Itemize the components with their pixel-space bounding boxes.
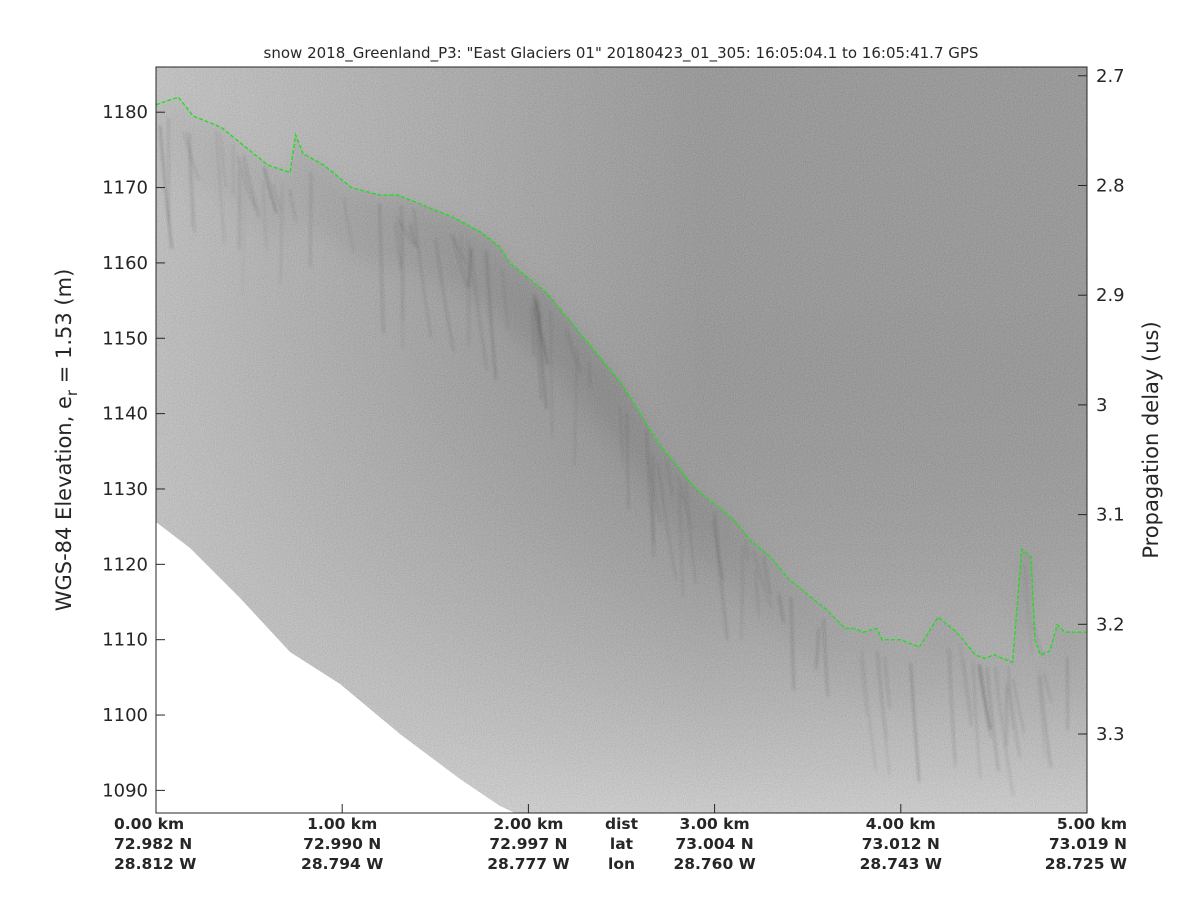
bottom-lon-value: 28.812 W — [114, 855, 196, 873]
y-tick-label: 1120 — [102, 554, 148, 575]
y2-axis-label: Propagation delay (us) — [1139, 321, 1163, 558]
y-tick-label: 1160 — [102, 253, 148, 274]
y-tick-label: 1170 — [102, 178, 148, 199]
bottom-dist-value: 1.00 km — [307, 815, 377, 833]
plot-frame — [155, 66, 1088, 814]
y-tick-label: 1100 — [102, 705, 148, 726]
bottom-axis — [155, 804, 1088, 813]
y2-tick-label: 2.7 — [1096, 66, 1125, 87]
y-tick-label: 1090 — [102, 780, 148, 801]
chart-title: snow 2018_Greenland_P3: "East Glaciers 0… — [264, 44, 979, 63]
surface-layer-line — [156, 96, 1087, 664]
bottom-lat-value: 72.997 N — [489, 835, 567, 853]
y2-tick-label: 2.9 — [1096, 285, 1125, 306]
bottom-dist-value: 4.00 km — [866, 815, 936, 833]
y-tick-label: 1130 — [102, 479, 148, 500]
y-axis-label: WGS-84 Elevation, er = 1.53 (m) — [52, 269, 81, 612]
y2-tick-label: 3.2 — [1096, 614, 1125, 635]
left-axis: 1090 1100 1110 1120 1130 1140 1150 1160 1170 1180 — [102, 102, 165, 801]
y-axis-label-tail: = 1.53 (m) — [52, 269, 76, 390]
y-tick-label: 1140 — [102, 404, 148, 425]
bottom-dist-value: 5.00 km — [1057, 815, 1127, 833]
bottom-lat-value: 73.012 N — [862, 835, 940, 853]
bottom-dist-value: 2.00 km — [493, 815, 563, 833]
bottom-row-label: lon — [608, 855, 635, 873]
bottom-lat-value: 73.019 N — [1049, 835, 1127, 853]
bottom-lon-value: 28.743 W — [860, 855, 942, 873]
y2-tick-label: 3.3 — [1096, 724, 1125, 745]
y2-tick-label: 3.1 — [1096, 505, 1125, 526]
bottom-lon-value: 28.794 W — [301, 855, 383, 873]
y-tick-label: 1150 — [102, 328, 148, 349]
bottom-lat-value: 72.982 N — [114, 835, 192, 853]
y2-tick-label: 3 — [1096, 395, 1107, 416]
y-tick-label: 1180 — [102, 102, 148, 123]
bottom-lat-value: 73.004 N — [676, 835, 754, 853]
bottom-row-label: dist — [605, 815, 639, 833]
bottom-lon-value: 28.777 W — [487, 855, 569, 873]
bottom-dist-value: 3.00 km — [680, 815, 750, 833]
bottom-lon-value: 28.725 W — [1045, 855, 1127, 873]
no-data-region — [156, 522, 515, 813]
y-axis-label-sub: r — [63, 389, 81, 396]
right-axis: 2.7 2.8 2.9 3 3.1 3.2 3.3 — [1078, 66, 1125, 745]
plot-area — [156, 67, 1087, 813]
y-axis-label-main: WGS-84 Elevation, e — [52, 396, 76, 611]
y2-tick-label: 2.8 — [1096, 175, 1125, 196]
bottom-lat-value: 72.990 N — [303, 835, 381, 853]
bottom-dist-value: 0.00 km — [114, 815, 184, 833]
distance-lat-lon-table: 0.00 km 72.982 N 28.812 W 1.00 km 72.990 N 28… — [114, 815, 1127, 873]
bottom-lon-value: 28.760 W — [673, 855, 755, 873]
y-tick-label: 1110 — [102, 630, 148, 651]
bottom-row-label: lat — [610, 835, 634, 853]
